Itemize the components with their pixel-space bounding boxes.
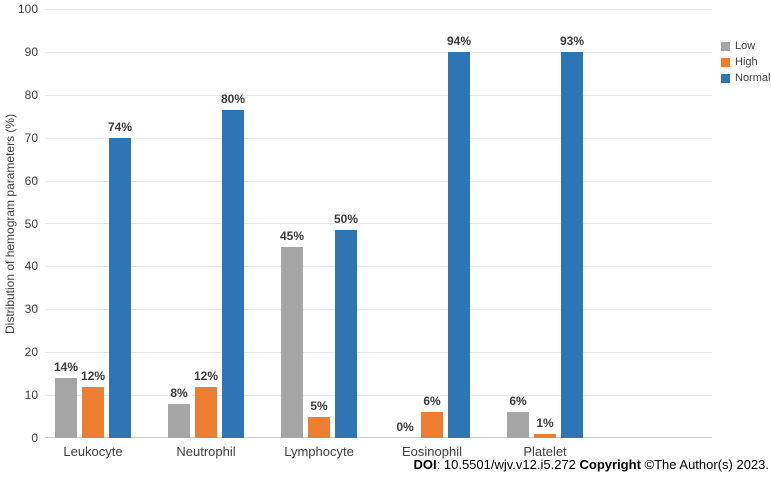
bar-normal-eosinophil xyxy=(448,51,470,438)
copyright-label: Copyright xyxy=(579,457,641,472)
bar-normal-leukocyte xyxy=(109,137,131,438)
bar-value-label: 14% xyxy=(53,359,79,374)
gridline xyxy=(45,266,712,267)
legend-item-high: High xyxy=(721,57,770,68)
bar-value-label: 0% xyxy=(396,420,414,434)
bar-value-label: 12% xyxy=(193,368,219,383)
legend-swatch-icon xyxy=(721,58,730,67)
y-tick-label: 90 xyxy=(24,44,38,59)
y-tick-label: 70 xyxy=(24,130,38,145)
bar-value-label: 80% xyxy=(220,91,246,106)
category-label-neutrophil: Neutrophil xyxy=(176,444,236,459)
category-label-platelet: Platelet xyxy=(523,444,567,459)
bar-value-label: 1% xyxy=(536,415,554,430)
bar-value-label: 74% xyxy=(107,119,133,134)
y-tick-label: 60 xyxy=(24,173,38,188)
bar-high-lymphocyte xyxy=(308,416,330,438)
y-axis-tick-labels: 0 10 20 30 40 50 60 70 80 90 100 xyxy=(0,2,41,445)
bar-normal-neutrophil xyxy=(222,109,244,438)
bar-low-leukocyte xyxy=(55,377,77,438)
doi-value: : 10.5501/wjv.v12.i5.272 xyxy=(436,457,580,472)
bar-high-eosinophil xyxy=(421,412,443,438)
y-tick-label: 30 xyxy=(24,302,38,317)
plot-area: 14% 12% 74% 8% 12% 80% 45% 5% 50% 0% 6% 94% 6% 1% 93% xyxy=(45,9,712,438)
y-tick-label: 10 xyxy=(24,388,38,403)
legend-label: Low xyxy=(735,40,756,52)
y-tick-label: 0 xyxy=(31,431,38,445)
footer-citation: DOI: 10.5501/wjv.v12.i5.272 Copyright ©T… xyxy=(414,457,769,472)
y-tick-label: 40 xyxy=(24,259,38,274)
y-tick-label: 50 xyxy=(24,216,38,231)
category-label-lymphocyte: Lymphocyte xyxy=(284,444,354,459)
bar-value-label: 12% xyxy=(80,368,106,383)
gridline xyxy=(45,181,712,182)
bar-value-label: 6% xyxy=(423,394,441,409)
bar-value-label: 45% xyxy=(279,229,305,244)
gridline xyxy=(45,223,712,224)
bar-value-label: 5% xyxy=(310,398,328,413)
bar-normal-platelet xyxy=(561,51,583,438)
legend-label: Normal xyxy=(735,72,771,84)
y-tick-label: 100 xyxy=(17,2,38,16)
legend-item-normal: Normal xyxy=(721,73,770,84)
y-tick-label: 80 xyxy=(24,87,38,102)
gridline xyxy=(45,309,712,310)
category-label-leukocyte: Leukocyte xyxy=(63,444,123,459)
bar-high-platelet xyxy=(534,433,556,438)
bar-normal-lymphocyte xyxy=(335,229,357,438)
legend: Low High Normal xyxy=(721,41,770,89)
bar-low-platelet xyxy=(507,412,529,438)
x-axis-baseline xyxy=(45,437,712,438)
doi-label: DOI xyxy=(413,457,437,472)
bar-value-label: 8% xyxy=(170,385,188,400)
gridline xyxy=(45,95,712,96)
gridline xyxy=(45,9,712,10)
bar-value-label: 93% xyxy=(559,33,585,48)
gridline xyxy=(45,138,712,139)
bar-low-lymphocyte xyxy=(281,247,303,438)
legend-item-low: Low xyxy=(721,41,770,52)
bar-high-leukocyte xyxy=(82,386,104,438)
x-axis-category-labels: Leukocyte Neutrophil Lymphocyte Eosinophil P… xyxy=(45,444,712,462)
legend-label: High xyxy=(735,56,758,68)
copyright-value: ©The Author(s) 2023. xyxy=(640,457,769,472)
bar-value-label: 6% xyxy=(509,394,527,409)
bar-low-neutrophil xyxy=(168,403,190,438)
bar-value-label: 50% xyxy=(333,211,359,226)
bar-value-label: 94% xyxy=(446,33,472,48)
legend-swatch-icon xyxy=(721,74,730,83)
bar-high-neutrophil xyxy=(195,386,217,438)
y-tick-label: 20 xyxy=(24,345,38,360)
category-label-eosinophil: Eosinophil xyxy=(402,444,462,459)
gridline xyxy=(45,52,712,53)
gridline xyxy=(45,395,712,396)
gridline xyxy=(45,352,712,353)
legend-swatch-icon xyxy=(721,42,730,51)
